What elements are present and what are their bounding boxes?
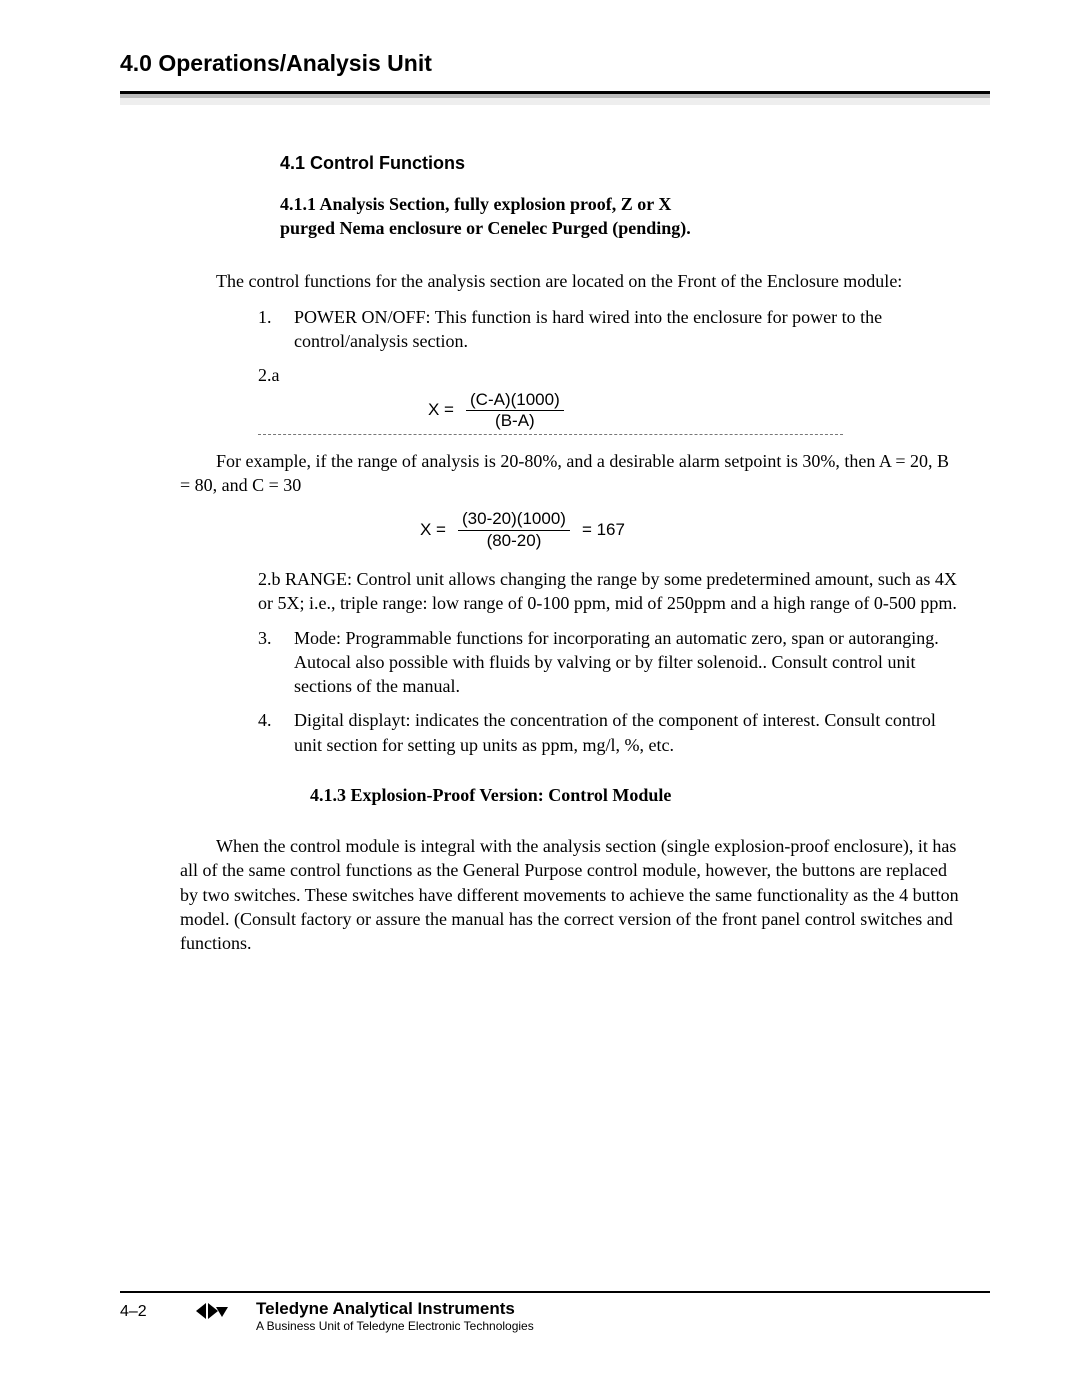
list-item-3: 3. Mode: Programmable functions for inco… <box>258 626 960 699</box>
ordered-list-cont: 2.b RANGE: Control unit allows changing … <box>258 567 960 757</box>
page-content: 4.1 Control Functions 4.1.1 Analysis Sec… <box>120 153 990 956</box>
eq-lhs: X = <box>428 400 454 420</box>
item-body <box>302 363 960 387</box>
equation-1: X = (C-A)(1000) (B-A) <box>428 390 960 435</box>
item-number: 3. <box>258 626 280 699</box>
item-body: POWER ON/OFF: This function is hard wire… <box>294 305 960 354</box>
denominator: (B-A) <box>491 411 539 431</box>
item-number: 2.a <box>258 363 288 387</box>
eq-lhs: X = <box>420 520 446 540</box>
fraction: (C-A)(1000) (B-A) <box>466 390 564 432</box>
item-number: 1. <box>258 305 280 354</box>
item-body: Mode: Programmable functions for incorpo… <box>294 626 960 699</box>
intro-paragraph: The control functions for the analysis s… <box>180 269 960 293</box>
subsection-4-1: 4.1 Control Functions <box>280 153 960 174</box>
sub411-line1: 4.1.1 Analysis Section, fully explosion … <box>280 194 671 214</box>
subsection-4-1-1: 4.1.1 Analysis Section, fully explosion … <box>280 192 960 241</box>
page-footer: 4–2 Teledyne Analytical Instruments A Bu… <box>120 1291 990 1333</box>
ordered-list: 1. POWER ON/OFF: This function is hard w… <box>258 305 960 435</box>
paragraph-4-1-3: When the control module is integral with… <box>180 834 960 955</box>
item-body: Digital displayt: indicates the concentr… <box>294 708 960 757</box>
footer-rule <box>120 1291 990 1293</box>
fraction: (30-20)(1000) (80-20) <box>458 509 570 551</box>
equation-2: X = (30-20)(1000) (80-20) = 167 <box>420 509 960 551</box>
eq-result: = 167 <box>582 520 625 540</box>
footer-text: Teledyne Analytical Instruments A Busine… <box>256 1299 534 1333</box>
heading-rule <box>120 91 990 105</box>
section-heading: 4.0 Operations/Analysis Unit <box>120 50 990 77</box>
dashed-line <box>258 434 843 435</box>
example-paragraph: For example, if the range of analysis is… <box>180 449 960 498</box>
numerator: (30-20)(1000) <box>458 509 570 530</box>
numerator: (C-A)(1000) <box>466 390 564 411</box>
company-tagline: A Business Unit of Teledyne Electronic T… <box>256 1319 534 1333</box>
list-item-2a: 2.a <box>258 363 960 387</box>
item-body: 2.b RANGE: Control unit allows changing … <box>258 567 960 616</box>
list-item-2b: 2.b RANGE: Control unit allows changing … <box>258 567 960 616</box>
subsection-4-1-3: 4.1.3 Explosion-Proof Version: Control M… <box>310 785 960 806</box>
sub411-line2: purged Nema enclosure or Cenelec Purged … <box>280 218 691 238</box>
item-number: 4. <box>258 708 280 757</box>
company-name: Teledyne Analytical Instruments <box>256 1299 534 1319</box>
list-item-4: 4. Digital displayt: indicates the conce… <box>258 708 960 757</box>
company-logo-icon <box>196 1299 228 1327</box>
page-number: 4–2 <box>120 1299 168 1321</box>
denominator: (80-20) <box>483 531 546 551</box>
list-item-1: 1. POWER ON/OFF: This function is hard w… <box>258 305 960 354</box>
